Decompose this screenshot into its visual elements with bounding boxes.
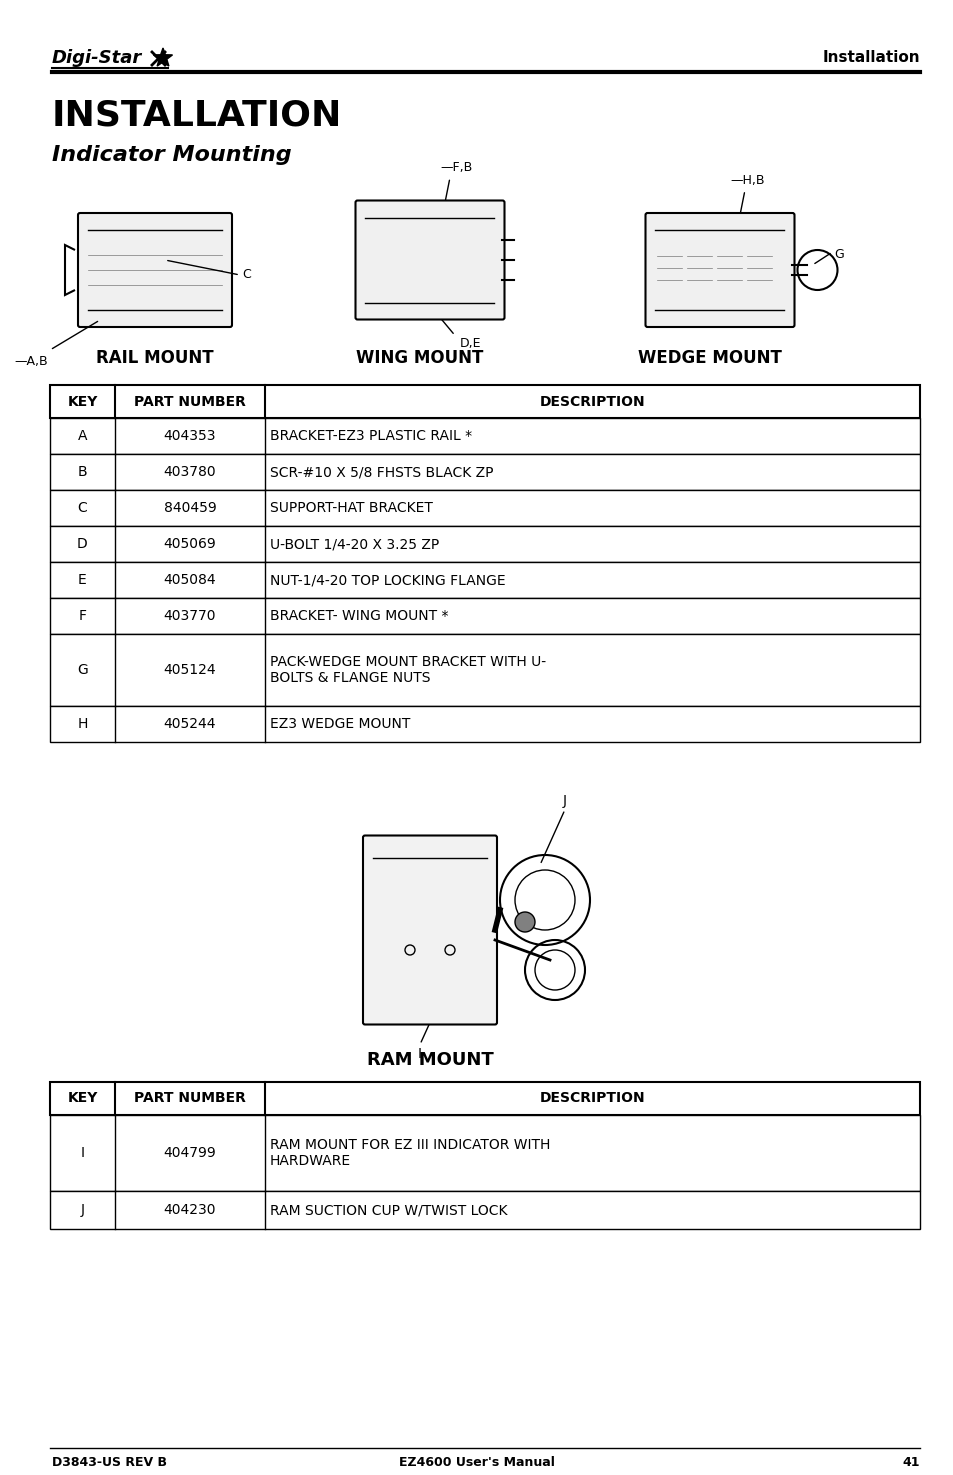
Text: 405084: 405084 — [164, 572, 216, 587]
Text: BRACKET-EZ3 PLASTIC RAIL *: BRACKET-EZ3 PLASTIC RAIL * — [270, 429, 472, 442]
Text: G: G — [834, 248, 843, 261]
Text: RAM MOUNT FOR EZ III INDICATOR WITH
HARDWARE: RAM MOUNT FOR EZ III INDICATOR WITH HARD… — [270, 1137, 550, 1168]
Circle shape — [515, 912, 535, 932]
Polygon shape — [153, 49, 172, 66]
FancyBboxPatch shape — [355, 201, 504, 320]
Text: PART NUMBER: PART NUMBER — [134, 394, 246, 409]
Bar — [50, 527, 919, 562]
Text: F: F — [78, 609, 87, 622]
Text: WING MOUNT: WING MOUNT — [355, 350, 483, 367]
Text: J: J — [562, 794, 566, 807]
Text: KEY: KEY — [68, 394, 97, 409]
Text: SCR-#10 X 5/8 FHSTS BLACK ZP: SCR-#10 X 5/8 FHSTS BLACK ZP — [270, 465, 493, 479]
Text: DESCRIPTION: DESCRIPTION — [539, 1092, 644, 1105]
Text: —F,B: —F,B — [439, 161, 472, 174]
Text: PACK-WEDGE MOUNT BRACKET WITH U-
BOLTS & FLANGE NUTS: PACK-WEDGE MOUNT BRACKET WITH U- BOLTS &… — [270, 655, 545, 684]
Text: A: A — [77, 429, 87, 442]
Text: I: I — [417, 1047, 421, 1062]
Text: D,E: D,E — [459, 338, 481, 351]
Text: D3843-US REV B: D3843-US REV B — [52, 1456, 167, 1469]
Text: U-BOLT 1/4-20 X 3.25 ZP: U-BOLT 1/4-20 X 3.25 ZP — [270, 537, 438, 552]
FancyBboxPatch shape — [645, 212, 794, 327]
Text: 41: 41 — [902, 1456, 919, 1469]
Text: WEDGE MOUNT: WEDGE MOUNT — [638, 350, 781, 367]
Bar — [50, 1115, 919, 1190]
Text: H: H — [77, 717, 88, 732]
Text: INSTALLATION: INSTALLATION — [52, 97, 342, 131]
Text: 840459: 840459 — [164, 502, 216, 515]
Text: EZ3 WEDGE MOUNT: EZ3 WEDGE MOUNT — [270, 717, 410, 732]
Text: J: J — [80, 1204, 85, 1217]
Text: C: C — [242, 268, 251, 282]
Text: 403770: 403770 — [164, 609, 216, 622]
Text: RAIL MOUNT: RAIL MOUNT — [96, 350, 213, 367]
Bar — [50, 1083, 919, 1115]
Text: KEY: KEY — [68, 1092, 97, 1105]
Text: RAM SUCTION CUP W/TWIST LOCK: RAM SUCTION CUP W/TWIST LOCK — [270, 1204, 507, 1217]
Bar — [50, 454, 919, 490]
Text: 405124: 405124 — [164, 662, 216, 677]
Text: Digi-Star: Digi-Star — [52, 49, 142, 66]
Text: C: C — [77, 502, 88, 515]
Bar — [50, 597, 919, 634]
Text: —A,B: —A,B — [14, 355, 48, 367]
FancyBboxPatch shape — [363, 835, 497, 1025]
Text: 405244: 405244 — [164, 717, 216, 732]
Bar — [50, 634, 919, 707]
Text: G: G — [77, 662, 88, 677]
Bar — [50, 417, 919, 454]
Text: Installation: Installation — [821, 50, 919, 65]
Text: D: D — [77, 537, 88, 552]
Bar — [50, 707, 919, 742]
Text: —H,B: —H,B — [729, 174, 763, 187]
Bar — [50, 1190, 919, 1229]
Text: Indicator Mounting: Indicator Mounting — [52, 145, 292, 165]
FancyBboxPatch shape — [78, 212, 232, 327]
Text: BRACKET- WING MOUNT *: BRACKET- WING MOUNT * — [270, 609, 448, 622]
Text: DESCRIPTION: DESCRIPTION — [539, 394, 644, 409]
Text: PART NUMBER: PART NUMBER — [134, 1092, 246, 1105]
Text: I: I — [80, 1146, 85, 1159]
Text: E: E — [78, 572, 87, 587]
Text: RAM MOUNT: RAM MOUNT — [366, 1052, 493, 1069]
Text: B: B — [77, 465, 88, 479]
Text: 404230: 404230 — [164, 1204, 216, 1217]
Text: SUPPORT-HAT BRACKET: SUPPORT-HAT BRACKET — [270, 502, 433, 515]
Bar — [50, 490, 919, 527]
Bar — [50, 562, 919, 597]
Text: 405069: 405069 — [164, 537, 216, 552]
Bar — [50, 385, 919, 417]
Text: 404353: 404353 — [164, 429, 216, 442]
Text: NUT-1/4-20 TOP LOCKING FLANGE: NUT-1/4-20 TOP LOCKING FLANGE — [270, 572, 505, 587]
Text: EZ4600 User's Manual: EZ4600 User's Manual — [398, 1456, 555, 1469]
Text: 404799: 404799 — [164, 1146, 216, 1159]
Text: 403780: 403780 — [164, 465, 216, 479]
